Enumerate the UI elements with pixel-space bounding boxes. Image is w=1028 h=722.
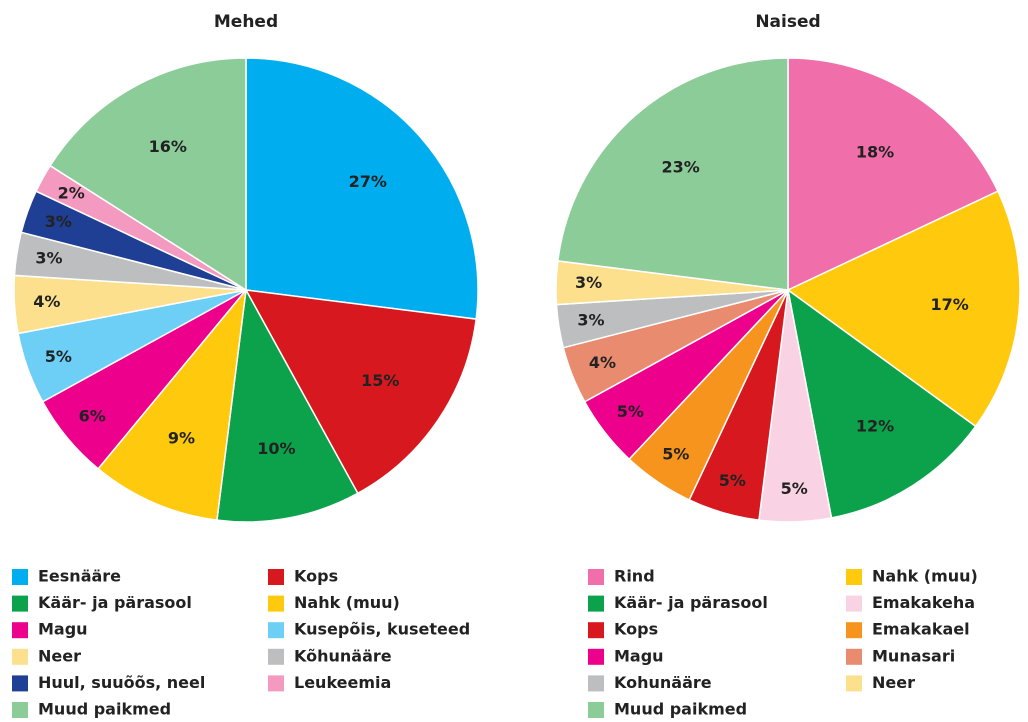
legend-label: Kusepõis, kuseteed xyxy=(294,620,470,639)
legend-label: Nahk (muu) xyxy=(294,593,400,612)
slice-label: 3% xyxy=(575,273,602,292)
legend-label: Huul, suuõõs, neel xyxy=(38,673,205,692)
legend-swatch xyxy=(588,675,604,692)
legend-swatch xyxy=(268,622,284,639)
pie-slice xyxy=(216,287,359,523)
legend-swatch xyxy=(12,569,28,585)
legend-label: Käär- ja pärasool xyxy=(614,593,768,612)
legend-label: Muud paikmed xyxy=(614,700,747,719)
legend-swatch xyxy=(846,648,862,665)
legend-swatch xyxy=(12,595,28,612)
slice-label: 2% xyxy=(58,183,85,202)
slice-label: 5% xyxy=(662,445,689,464)
chart-title: Naised xyxy=(755,12,820,32)
slice-label: 3% xyxy=(45,212,72,231)
slice-label: 10% xyxy=(257,439,295,458)
slice-label: 23% xyxy=(661,158,699,177)
legend-swatch xyxy=(588,648,604,665)
legend-label: Magu xyxy=(614,646,664,665)
legend-label: Rind xyxy=(614,567,655,586)
slice-label: 15% xyxy=(361,371,399,390)
legend-label: Leukeemia xyxy=(294,673,391,692)
legend-label: Kõhunääre xyxy=(294,646,392,665)
legend-label: Kops xyxy=(294,567,338,586)
legend-label: Munasari xyxy=(872,646,955,665)
slice-label: 5% xyxy=(781,479,808,498)
legend-swatch xyxy=(846,622,862,639)
slice-label: 27% xyxy=(349,172,387,191)
slice-label: 5% xyxy=(45,347,72,366)
pie-slice xyxy=(787,57,999,292)
legend-swatch xyxy=(268,595,284,612)
slice-label: 12% xyxy=(856,417,894,436)
legend-swatch xyxy=(588,569,604,585)
legend-swatch xyxy=(588,622,604,639)
legend-swatch xyxy=(846,675,862,692)
legend-swatch xyxy=(12,702,28,718)
legend-label: Eesnääre xyxy=(38,567,121,586)
pie-slice xyxy=(244,289,478,495)
legend-swatch xyxy=(12,648,28,665)
legend-label: Magu xyxy=(38,620,88,639)
legend-swatch xyxy=(268,569,284,585)
slice-label: 18% xyxy=(856,142,894,161)
legend-label: Emakakeha xyxy=(872,593,975,612)
slice-label: 6% xyxy=(79,407,106,426)
pie-slice xyxy=(556,57,789,291)
slice-label: 17% xyxy=(931,295,969,314)
legend-swatch xyxy=(588,595,604,612)
chart-title: Mehed xyxy=(214,12,278,32)
legend-label: Kohunääre xyxy=(614,673,712,692)
legend-swatch xyxy=(12,622,28,639)
slice-label: 4% xyxy=(33,292,60,311)
legend-label: Emakakael xyxy=(872,620,970,639)
pie-slice xyxy=(245,57,479,320)
legend-label: Muud paikmed xyxy=(38,700,171,719)
slice-label: 5% xyxy=(719,471,746,490)
legend-label: Käär- ja pärasool xyxy=(38,593,192,612)
legend-swatch xyxy=(846,595,862,612)
slice-label: 16% xyxy=(149,137,187,156)
legend-label: Kops xyxy=(614,620,658,639)
pie-slice xyxy=(786,190,1021,428)
pie-slice xyxy=(49,57,247,292)
legend-swatch xyxy=(268,675,284,692)
slice-label: 3% xyxy=(35,248,62,267)
slice-label: 4% xyxy=(589,353,616,372)
slice-label: 9% xyxy=(168,429,195,448)
legend-swatch xyxy=(846,569,862,585)
legend-swatch xyxy=(12,675,28,692)
pie-slice xyxy=(97,287,248,522)
legend-swatch xyxy=(588,702,604,718)
legend-label: Neer xyxy=(38,646,81,665)
legend-label: Nahk (muu) xyxy=(872,567,978,586)
slice-label: 3% xyxy=(577,311,604,330)
legend-swatch xyxy=(268,648,284,665)
legend-label: Neer xyxy=(872,673,915,692)
slice-label: 5% xyxy=(617,402,644,421)
pie-slice xyxy=(786,288,977,519)
